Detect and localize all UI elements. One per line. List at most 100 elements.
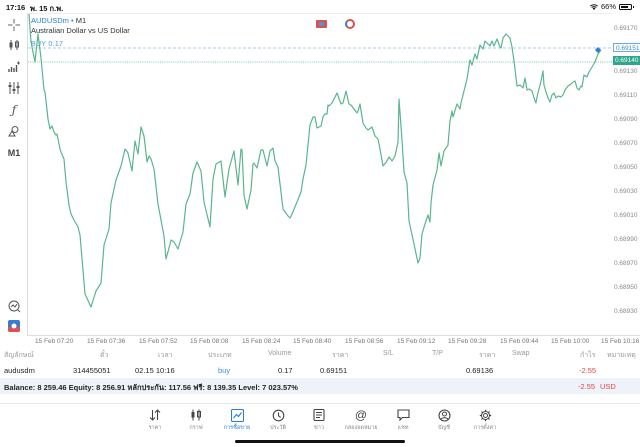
tab-news[interactable]: ข่าว [299, 408, 339, 432]
tab-trade[interactable]: การซื้อขาย [217, 408, 257, 432]
x-tick: 15 Feb 08:40 [293, 338, 332, 345]
y-tick: 0.69130 [614, 68, 638, 75]
trade-tools-button[interactable] [4, 297, 24, 315]
x-tick: 15 Feb 10:16 [601, 338, 640, 345]
trade-row[interactable]: audusdm 314455051 02.15 10:16 buy 0.17 0… [0, 363, 640, 377]
tab-label: บัญชี [438, 425, 450, 431]
trade-type: buy [218, 366, 231, 375]
x-tick: 15 Feb 07:52 [139, 338, 178, 345]
y-tick: 0.69110 [614, 92, 638, 99]
tab-label: แชท [397, 425, 409, 431]
col-ticket: ตั๋ว [100, 352, 109, 359]
chart-plot [28, 14, 613, 308]
app-logo-icon [8, 320, 20, 332]
trades-table-header: สัญลักษณ์ ตั๋ว เวลา ประเภท Volume ราคา S… [0, 347, 640, 361]
function-button[interactable]: ƒ [4, 101, 24, 119]
tab-charts[interactable]: กราฟ [176, 408, 216, 432]
x-tick: 15 Feb 07:36 [87, 338, 126, 345]
chat-icon [396, 409, 410, 421]
y-tick: 0.69070 [614, 140, 638, 147]
chart-top-icons [316, 19, 355, 29]
y-tick: 0.68950 [614, 284, 638, 291]
col-open-price: ราคา [332, 352, 349, 359]
chart-timeframe: M1 [75, 16, 87, 25]
col-time: เวลา [158, 352, 173, 359]
trade-current-price: 0.69136 [466, 366, 494, 375]
col-profit: กำไร [580, 352, 596, 359]
tab-quotes[interactable]: ราคา [135, 408, 175, 432]
tab-label: ราคา [148, 425, 162, 431]
price-chart[interactable]: AUDUSDm • M1 Australian Dollar vs US Dol… [27, 13, 613, 335]
timeframe-button[interactable]: M1 [7, 148, 21, 158]
status-right: 66% [589, 2, 634, 11]
account-summary-text: Balance: 8 259.46 Equity: 8 256.91 หลักป… [4, 383, 298, 392]
tab-label: ข่าว [314, 425, 324, 431]
tab-mailbox[interactable]: @ กล่องจดหมาย [341, 408, 381, 432]
x-tick: 15 Feb 07:20 [35, 338, 74, 345]
trade-volume: 0.17 [278, 366, 293, 375]
y-tick: 0.69170 [614, 25, 638, 32]
col-symbol: สัญลักษณ์ [4, 352, 34, 359]
tab-account[interactable]: บัญชี [424, 408, 464, 432]
quotes-icon [149, 409, 161, 421]
x-tick: 15 Feb 08:08 [190, 338, 229, 345]
y-tick: 0.69050 [614, 164, 638, 171]
y-tick: 0.68990 [614, 236, 638, 243]
battery-icon [619, 3, 634, 10]
shapes-icon [8, 126, 19, 137]
col-tp: T/P [432, 350, 443, 357]
col-price: ราคา [479, 352, 496, 359]
history-icon [272, 409, 284, 421]
x-tick: 15 Feb 09:28 [448, 338, 487, 345]
order-label: BUY 0.17 [31, 41, 64, 48]
clock-chart-icon [8, 300, 20, 312]
price-line [28, 14, 602, 308]
tab-settings[interactable]: การตั้งค่า [465, 408, 505, 432]
one-click-trading-icon[interactable] [316, 20, 327, 28]
tab-label: การซื้อขาย [223, 425, 251, 431]
signal-icon[interactable] [345, 19, 355, 29]
total-profit: -2.55 [578, 382, 596, 391]
x-tick: 15 Feb 08:24 [242, 338, 281, 345]
status-bar: 17:16 พ. 15 ก.พ. 66% [0, 0, 640, 13]
trade-symbol: audusdm [4, 366, 35, 375]
account-currency: USD [600, 382, 616, 391]
bid-price-tag: 0.69140 [613, 56, 640, 65]
col-comment: หมายเหตุ [607, 352, 636, 359]
tab-label: กล่องจดหมาย [344, 425, 378, 431]
app-logo-button[interactable] [4, 317, 24, 335]
col-swap: Swap [512, 350, 530, 357]
price-axis: 0.69170 0.69151 0.69140 0.69130 0.69110 … [612, 13, 640, 335]
crosshair-button[interactable] [4, 16, 24, 34]
trade-profit: -2.55 [579, 366, 597, 375]
tab-label: กราฟ [189, 425, 203, 431]
chart-separator: • [71, 16, 74, 25]
function-icon: ƒ [11, 103, 17, 117]
status-time: 17:16 [6, 3, 26, 12]
col-sl: S/L [383, 350, 394, 357]
tab-chat[interactable]: แชท [383, 408, 423, 432]
col-type: ประเภท [208, 352, 232, 359]
objects-button[interactable] [4, 122, 24, 140]
y-tick: 0.69090 [614, 116, 638, 123]
home-indicator[interactable] [235, 440, 405, 443]
tab-label: ประวัติ [269, 425, 287, 431]
chart-settings-button[interactable] [4, 79, 24, 97]
bottom-tab-bar: ราคา กราฟ การซื้อขาย ประวัติ ข่าว @ กล่อ… [0, 403, 640, 447]
indicators-icon [8, 61, 20, 72]
y-tick: 0.68930 [614, 308, 638, 315]
wifi-icon [589, 3, 598, 10]
mailbox-icon: @ [354, 408, 368, 422]
tab-history[interactable]: ประวัติ [258, 408, 298, 432]
crosshair-icon [8, 19, 20, 31]
chart-type-button[interactable] [4, 36, 24, 54]
x-tick: 15 Feb 08:56 [345, 338, 384, 345]
chart-title: AUDUSDm • M1 Australian Dollar vs US Dol… [31, 16, 130, 35]
trade-ticket: 314455051 [73, 366, 111, 375]
x-tick: 15 Feb 09:12 [397, 338, 436, 345]
y-tick: 0.69030 [614, 188, 638, 195]
trade-icon [230, 408, 244, 422]
y-tick: 0.68970 [614, 260, 638, 267]
indicators-button[interactable] [4, 58, 24, 76]
candlestick-icon [9, 40, 19, 50]
